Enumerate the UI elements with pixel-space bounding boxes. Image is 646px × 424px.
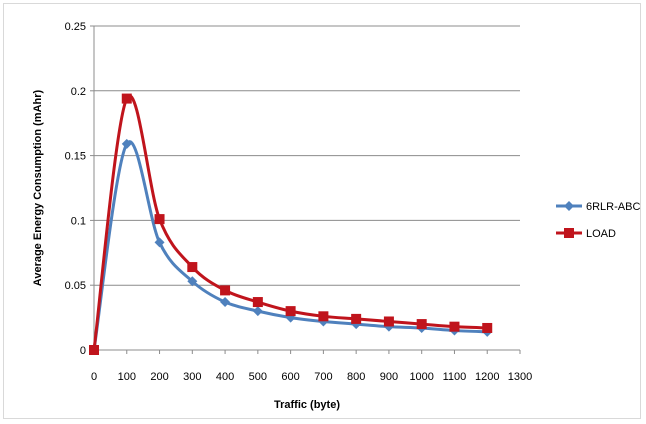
- data-point: [154, 237, 165, 248]
- x-tick-label: 800: [347, 371, 365, 383]
- data-point: [482, 322, 493, 333]
- data-point: [351, 313, 362, 324]
- x-tick-label: 900: [380, 371, 398, 383]
- data-point: [187, 262, 198, 273]
- data-point: [187, 276, 198, 287]
- data-point: [252, 297, 263, 308]
- x-axis-title: Traffic (byte): [274, 399, 340, 411]
- legend-label: 6RLR-ABC: [586, 201, 640, 213]
- gridlines: [94, 25, 520, 286]
- series-layer: [89, 93, 493, 355]
- legend-item: LOAD: [556, 228, 616, 240]
- y-tick-label: 0.1: [71, 215, 86, 227]
- x-tick-label: 1000: [409, 371, 433, 383]
- y-tick-label: 0.2: [71, 86, 86, 98]
- x-tick-label: 400: [216, 371, 234, 383]
- data-point: [154, 214, 165, 225]
- legend-marker: [564, 228, 574, 238]
- x-tick-label: 1300: [508, 371, 532, 383]
- x-tick-labels: 0 100 200 300 400 500 600 700 800 900 1000 1100 1200…: [91, 371, 532, 383]
- series-load: [89, 93, 493, 355]
- data-point: [121, 93, 132, 104]
- x-tick-label: 500: [249, 371, 267, 383]
- series-line: [92, 94, 488, 351]
- x-tick-label: 1100: [443, 371, 467, 383]
- y-tick-label: 0: [80, 345, 86, 357]
- x-tick-label: 200: [150, 371, 168, 383]
- y-tick-labels: 0 0.05 0.1 0.15 0.2 0.25: [65, 21, 86, 357]
- legend: 6RLR-ABC LOAD: [556, 201, 640, 240]
- data-point: [416, 319, 427, 330]
- data-point: [449, 321, 460, 332]
- x-tick-label: 300: [183, 371, 201, 383]
- y-axis-title: Average Energy Consumption (mAhr): [32, 89, 44, 286]
- data-point: [318, 311, 329, 322]
- y-tick-label: 0.25: [65, 21, 86, 33]
- x-tick-label: 700: [314, 371, 332, 383]
- data-point: [252, 306, 263, 317]
- data-point: [383, 316, 394, 327]
- data-point: [285, 306, 296, 317]
- x-tick-label: 600: [281, 371, 299, 383]
- y-tick-label: 0.15: [65, 151, 86, 163]
- x-tick-label: 0: [91, 371, 97, 383]
- data-point: [220, 297, 231, 308]
- x-tick-label: 1200: [475, 371, 499, 383]
- axes: [90, 25, 521, 354]
- y-tick-label: 0.05: [65, 280, 86, 292]
- data-point: [220, 285, 231, 296]
- x-tick-label: 100: [118, 371, 136, 383]
- data-point: [121, 138, 132, 149]
- data-point: [89, 345, 99, 355]
- legend-item: 6RLR-ABC: [556, 201, 640, 213]
- legend-marker: [564, 201, 574, 211]
- legend-label: LOAD: [586, 228, 616, 240]
